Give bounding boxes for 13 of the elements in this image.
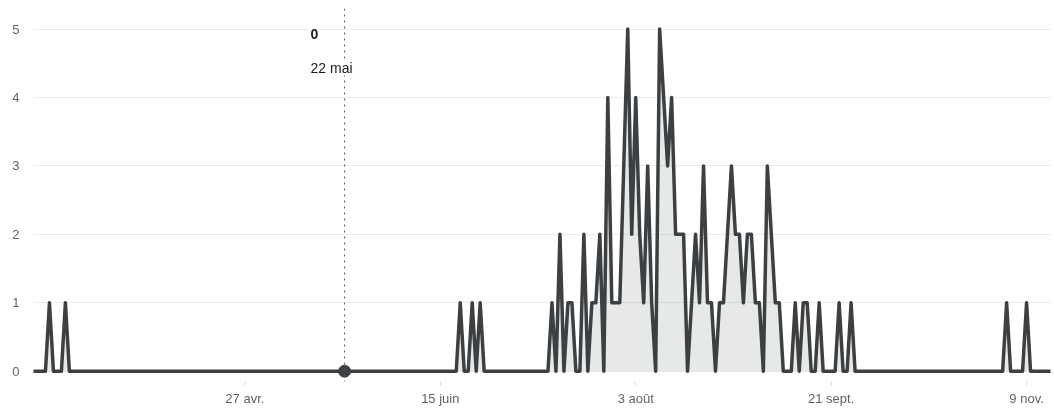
annotation: 22 mai [310, 59, 353, 76]
annotation: 0 [310, 25, 319, 42]
y-tick-label: 0 [12, 363, 20, 379]
y-tick-label: 2 [12, 226, 20, 242]
x-tick-label: 21 sept. [808, 390, 855, 406]
y-tick-label: 3 [12, 158, 20, 174]
x-tick-label: 15 juin [421, 390, 460, 406]
y-tick-label: 4 [12, 89, 20, 105]
y-tick-label: 1 [12, 295, 20, 311]
y-tick-label: 5 [12, 21, 20, 37]
x-tick-label: 3 août [617, 390, 655, 406]
x-tick-label: 9 nov. [1009, 390, 1044, 406]
x-tick-label: 27 avr. [225, 390, 265, 406]
